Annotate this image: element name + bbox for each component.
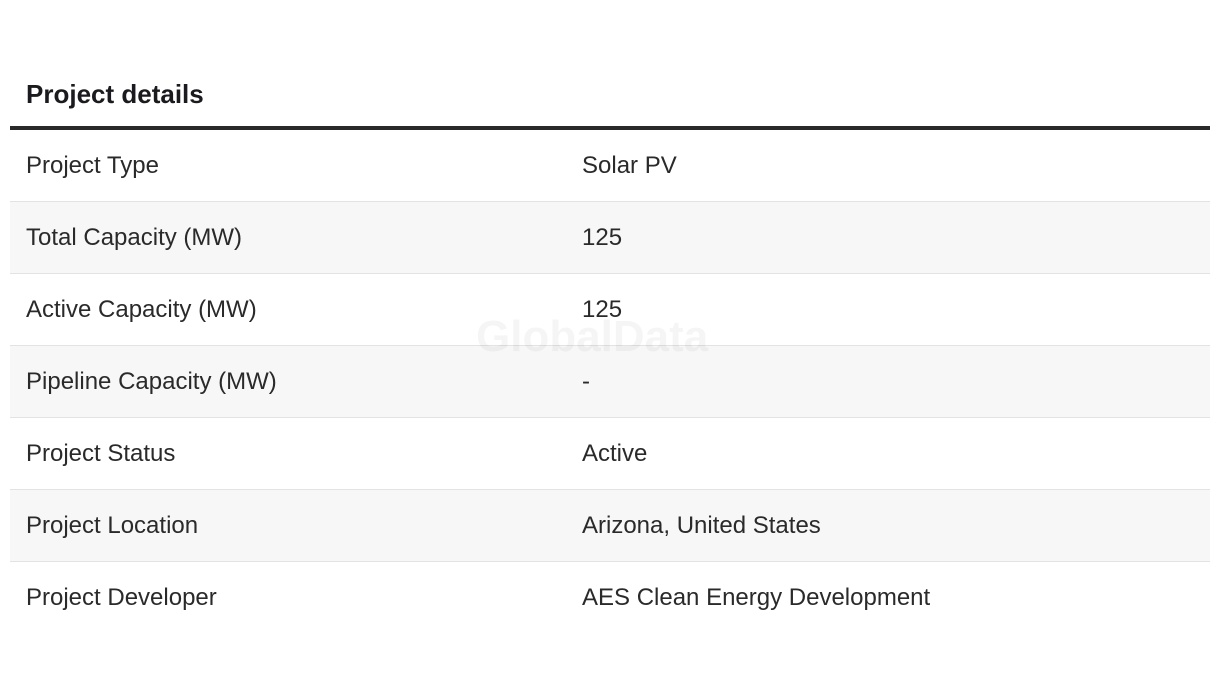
section-title: Project details	[26, 79, 204, 109]
table-row-project-status: Project Status Active	[10, 418, 1210, 490]
row-label: Project Type	[26, 152, 159, 179]
row-value: Solar PV	[582, 152, 677, 179]
row-value: Arizona, United States	[582, 512, 821, 539]
table-row-total-capacity: Total Capacity (MW) 125	[10, 202, 1210, 274]
row-label: Pipeline Capacity (MW)	[26, 368, 277, 395]
row-value: -	[582, 368, 590, 395]
row-label: Project Developer	[26, 584, 217, 611]
row-value: 125	[582, 224, 623, 251]
row-label: Total Capacity (MW)	[26, 224, 243, 251]
row-value: 125	[582, 296, 623, 323]
row-value: Active	[582, 440, 648, 467]
table-row-active-capacity: Active Capacity (MW) 125	[10, 274, 1210, 346]
project-details-table: Project Type Solar PV Total Capacity (MW…	[10, 126, 1210, 633]
table-row-pipeline-capacity: Pipeline Capacity (MW) -	[10, 346, 1210, 418]
row-label: Project Status	[26, 440, 176, 467]
table-row-project-type: Project Type Solar PV	[10, 130, 1210, 202]
row-value: AES Clean Energy Development	[582, 584, 931, 611]
table-row-project-developer: Project Developer AES Clean Energy Devel…	[10, 562, 1210, 633]
row-label: Project Location	[26, 512, 199, 539]
table-row-project-location: Project Location Arizona, United States	[10, 490, 1210, 562]
row-label: Active Capacity (MW)	[26, 296, 257, 323]
